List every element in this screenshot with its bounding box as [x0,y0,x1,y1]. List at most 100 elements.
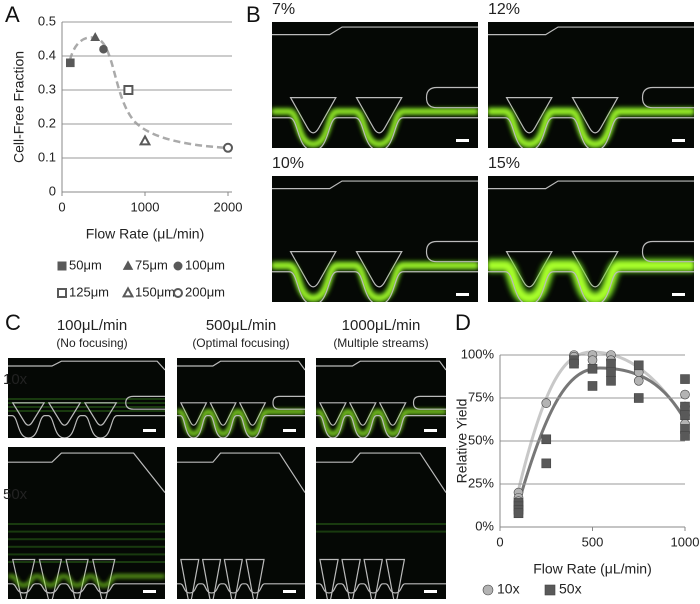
y-tick-label: 25% [468,475,494,490]
channel-wall [272,271,478,302]
marker [680,389,690,400]
channel-wall [316,452,446,493]
marker [606,358,616,369]
chamber [641,86,694,109]
scale-bar [672,293,685,296]
trap-island [348,402,377,426]
y-tick-label: 0.2 [38,115,56,130]
y-tick-label: 0 [49,183,56,198]
scale-bar [424,429,437,432]
stream [8,523,165,525]
channel-wall [177,583,305,594]
y-tick-label: 0.5 [38,13,56,28]
micrograph [8,358,165,438]
micrograph [272,176,478,302]
legend-label: 10x [497,581,520,597]
marker [121,286,135,298]
image-bg [272,22,478,148]
channel-wall [8,360,165,371]
trap-island [318,402,347,426]
marker [587,363,598,374]
marker [123,85,134,95]
legend-label: 50x [559,581,582,597]
y-tick-label: 0% [475,518,494,533]
column-title: 100μL/min [57,317,127,334]
fit-curve [516,350,687,493]
trap-island [179,402,208,426]
micrograph [8,447,165,599]
legend-label: 75μm [135,257,168,272]
marker [541,434,552,445]
x-tick-label: 500 [582,534,604,549]
marker [633,360,644,371]
micrograph [488,176,694,302]
image-label: 15% [488,155,520,172]
trap-island [355,97,403,134]
stream [8,553,165,556]
x-tick-label: 0 [496,534,503,549]
cell-stream [488,260,694,302]
marker [57,288,67,298]
micrograph [177,447,305,599]
legend-label: 150μm [135,284,175,299]
column-title: 500μL/min [206,317,276,334]
stream [8,545,165,548]
channel-wall [177,360,305,371]
trap-island [11,402,46,426]
cell-stream [272,109,478,147]
marker [541,398,552,408]
stream [8,530,165,533]
cell-stream [316,410,446,436]
channel-wall [488,26,694,36]
channel-wall [8,452,165,493]
marker [680,374,690,384]
panel-label: D [455,310,471,335]
trap-island [378,402,407,426]
marker [569,358,579,369]
y-axis-label: Relative Yield [454,399,470,484]
x-tick-label: 0 [58,199,65,214]
image-bg [272,176,478,302]
trap-island [83,402,118,426]
stream [316,530,446,533]
micrograph [272,22,478,148]
trap-island [571,97,619,134]
channel-wall [272,26,478,36]
trap-island [385,558,406,599]
image-bg [488,22,694,148]
x-axis-label: Flow Rate (μL/min) [86,226,205,242]
channel-wall [272,117,478,148]
row-label: 10x [3,371,28,388]
trap-island [92,558,116,599]
cell-stream [272,262,478,301]
x-tick-label: 2000 [214,199,243,214]
channel-wall [316,415,446,438]
panel-label: C [5,310,21,335]
marker [482,584,494,596]
marker [57,261,67,271]
trap-island [289,97,337,134]
scale-bar [456,293,469,296]
marker [99,44,108,54]
marker [606,375,616,386]
y-tick-label: 0.4 [38,47,56,62]
panel-label: B [246,2,261,27]
y-tick-label: 0.3 [38,81,56,96]
cell-stream [488,108,694,147]
marker [680,431,690,441]
trap-island [209,402,237,426]
scale-bar [283,429,296,432]
column-note: (Multiple streams) [333,336,428,350]
trap-island [363,558,384,599]
legend-label: 125μm [69,284,109,299]
marker [122,260,134,270]
trap-island [11,558,36,599]
column-title: 1000μL/min [342,317,421,334]
image-bg [316,358,446,438]
x-tick-label: 1000 [131,199,160,214]
marker [544,584,556,596]
marker [90,32,101,41]
marker [587,355,598,365]
micrograph [316,358,446,438]
